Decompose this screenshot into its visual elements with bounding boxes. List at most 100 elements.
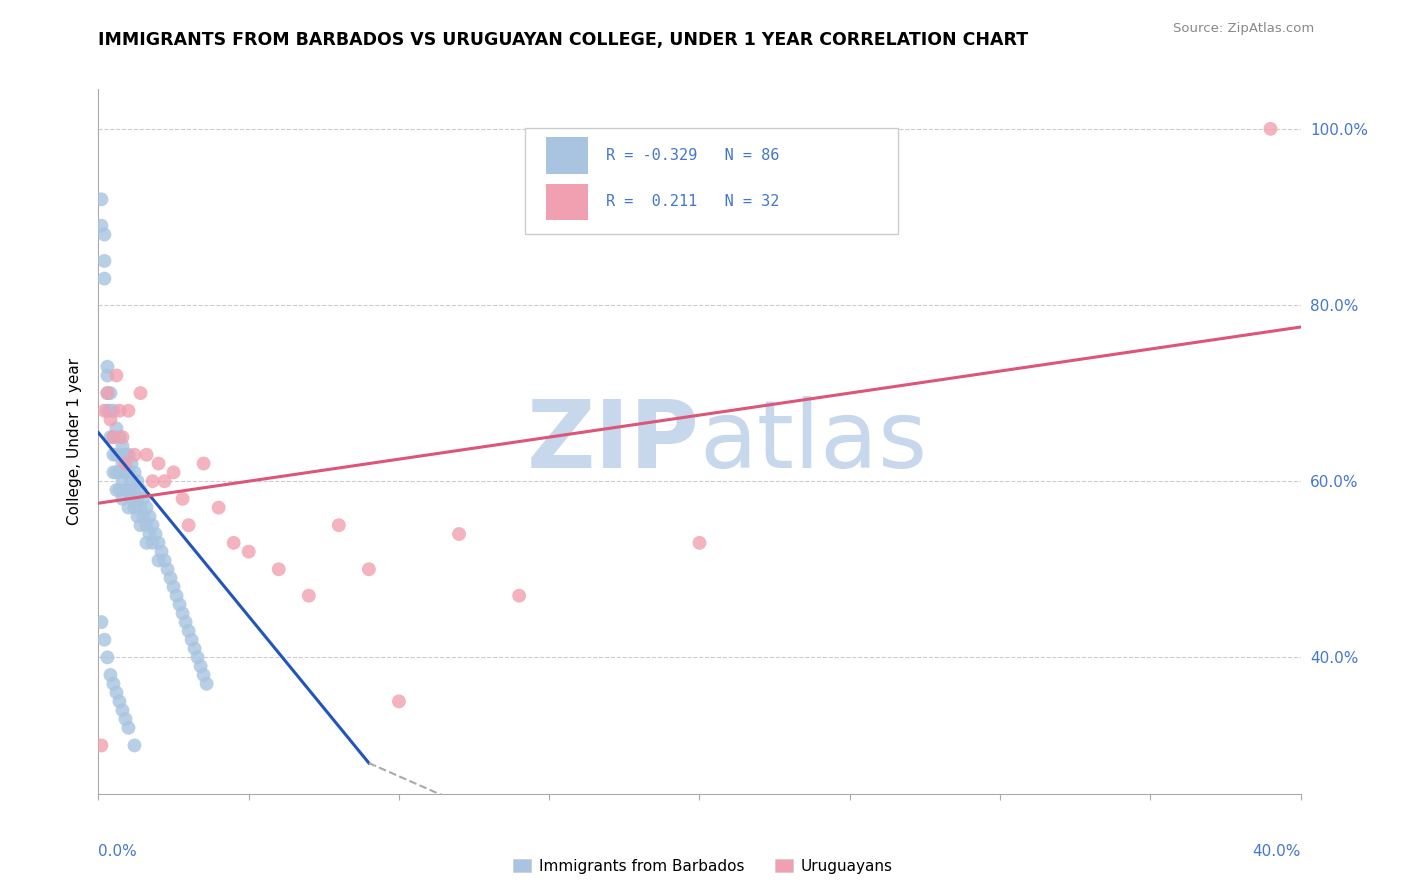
Point [103,430,125,444]
Point [103,677,125,691]
Point [135,448,157,462]
Point [193,457,215,471]
Point [108,466,131,480]
Point [135,536,157,550]
Point [114,712,136,726]
Point [129,518,152,533]
Point [111,474,134,488]
Point [103,430,125,444]
Point [103,448,125,462]
Point [117,721,139,735]
Point [108,403,131,417]
Point [121,457,143,471]
Point [93,271,115,285]
Point [124,448,146,462]
Point [90,192,112,206]
Point [111,439,134,453]
Point [172,491,194,506]
FancyBboxPatch shape [546,184,588,220]
Point [93,403,115,417]
Point [100,668,122,682]
Point [124,500,146,515]
Point [96,359,118,374]
Point [177,518,200,533]
Point [117,500,139,515]
Point [117,448,139,462]
FancyBboxPatch shape [526,128,898,234]
Point [138,527,160,541]
Point [90,739,112,753]
Point [108,483,131,497]
Point [193,668,215,682]
Point [129,500,152,515]
Text: R = -0.329   N = 86: R = -0.329 N = 86 [606,148,779,163]
Point [148,457,170,471]
Point [135,500,157,515]
Point [132,491,155,506]
Text: 0.0%: 0.0% [98,845,138,859]
Point [111,491,134,506]
Point [96,403,118,417]
Point [90,615,112,629]
Point [111,457,134,471]
Y-axis label: College, Under 1 year: College, Under 1 year [67,358,83,525]
Point [103,403,125,417]
Point [105,466,128,480]
Point [100,412,122,426]
Point [127,491,149,506]
Text: ZIP: ZIP [527,395,700,488]
Point [180,632,202,647]
Point [172,607,194,621]
Point [208,500,231,515]
Point [96,650,118,665]
Point [166,589,188,603]
Point [96,386,118,401]
Point [183,641,205,656]
Point [111,703,134,717]
Point [177,624,200,638]
Point [105,368,128,383]
Point [127,474,149,488]
Point [357,562,380,576]
Point [174,615,197,629]
FancyBboxPatch shape [546,137,588,174]
Point [105,483,128,497]
Point [135,518,157,533]
Point [508,589,530,603]
Point [93,227,115,242]
Point [148,553,170,567]
Legend: Immigrants from Barbados, Uruguayans: Immigrants from Barbados, Uruguayans [508,853,898,880]
Point [96,386,118,401]
Point [148,536,170,550]
Point [124,466,146,480]
Point [145,527,167,541]
Point [162,466,184,480]
Point [129,386,152,401]
Point [129,483,152,497]
Point [100,403,122,417]
Point [153,474,176,488]
Point [153,553,176,567]
Point [114,448,136,462]
Point [103,466,125,480]
Point [93,254,115,268]
Point [114,457,136,471]
Point [689,536,711,550]
Point [114,483,136,497]
Point [117,403,139,417]
Point [141,474,163,488]
Text: atlas: atlas [700,395,928,488]
Point [1260,121,1282,136]
Point [138,509,160,524]
Point [238,544,260,558]
Point [169,598,191,612]
Point [121,491,143,506]
Point [447,527,470,541]
Point [90,219,112,233]
Point [190,659,212,673]
Point [100,430,122,444]
Point [150,544,173,558]
Point [108,694,131,708]
Point [121,474,143,488]
Point [141,518,163,533]
